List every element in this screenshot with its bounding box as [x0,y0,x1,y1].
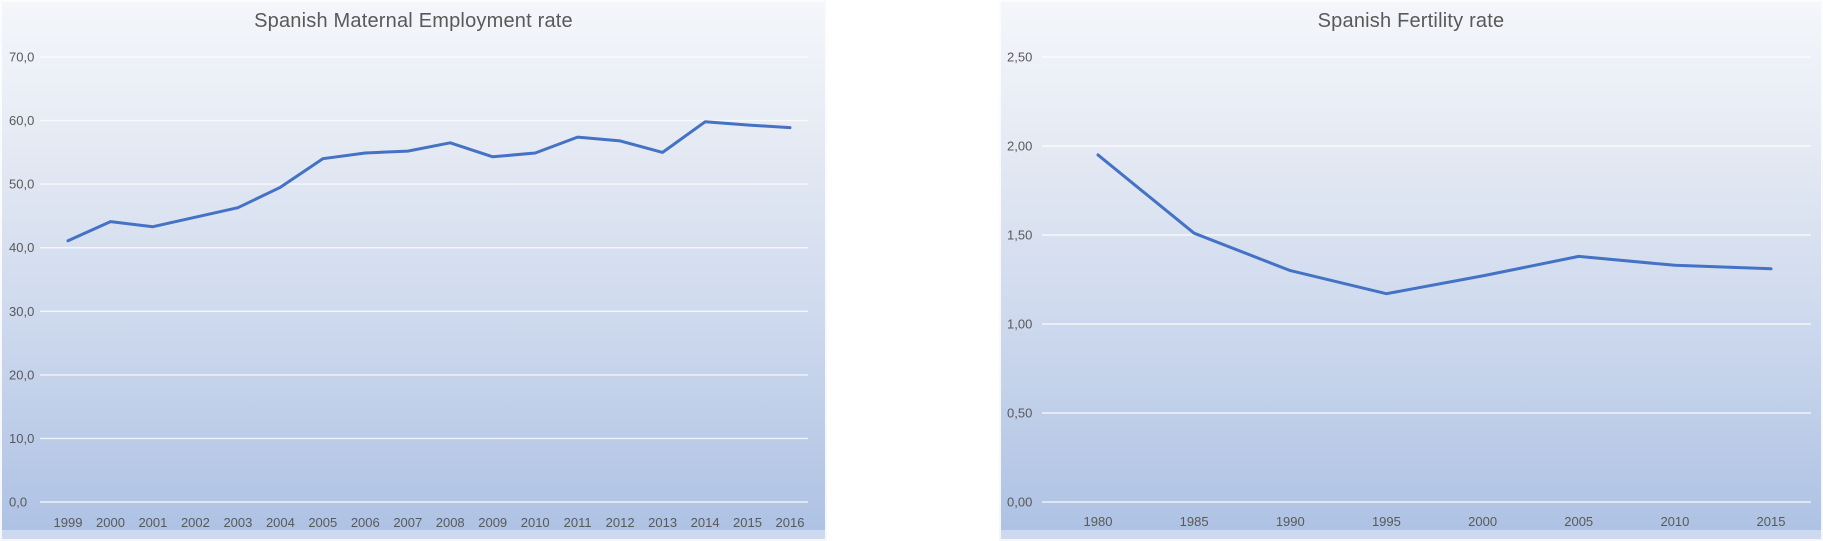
x-axis-tick-label: 1980 [1084,514,1113,529]
series-line [1096,153,1773,296]
x-axis-tick-label: 2007 [393,515,422,530]
chart-title: Spanish Maternal Employment rate [254,10,573,32]
y-axis-tick-label: 70,0 [9,50,34,65]
x-axis-tick-label: 2010 [1660,514,1689,529]
x-axis-tick-label: 2011 [564,515,592,530]
x-axis-tick-label: 2005 [1564,514,1593,529]
x-axis-tick-label: 2002 [181,515,210,530]
y-axis-tick-label: 30,0 [9,304,34,319]
fertility-rate-line-chart: 0,00 0,50 1,00 1,50 2,00 2,50 1980 1985 1990 1995… [1007,50,1811,529]
x-axis-tick-label: 2015 [1757,514,1786,529]
chart-panel-maternal-employment: Spanish Maternal Employment rate 0,0 10,0… [0,0,827,541]
y-axis-tick-label: 0,0 [9,495,27,510]
chart-area-bottom-strip [2,530,825,539]
chart-area-bottom-strip [1001,530,1821,539]
x-axis-tick-label: 1985 [1180,514,1209,529]
x-axis-tick-label: 2015 [733,515,762,530]
x-axis-tick-label: 2004 [266,515,295,530]
x-axis-tick-label: 2000 [1468,514,1497,529]
chart-panel-fertility-rate: Spanish Fertility rate 0,00 0,50 1,00 1,50 2… [999,0,1823,541]
x-axis-tick-label: 2001 [138,515,167,530]
x-axis-tick-label: 2013 [648,515,677,530]
y-axis-tick-label: 60,0 [9,113,34,128]
y-axis-tick-label: 1,00 [1007,317,1032,332]
x-axis-tick-label: 2014 [691,515,720,530]
maternal-employment-line-chart: 0,0 10,0 20,0 30,0 40,0 50,0 60,0 70,0 1999 2000 2… [9,50,808,530]
series-line [66,120,792,243]
x-axis-tick-label: 2016 [776,515,805,530]
x-axis-tick-label: 2005 [308,515,337,530]
y-axis-tick-label: 2,00 [1007,139,1032,154]
chart-title: Spanish Fertility rate [1317,10,1505,32]
x-axis-tick-label: 1995 [1372,514,1401,529]
y-axis-tick-label: 50,0 [9,177,34,192]
x-axis-tick-label: 2006 [351,515,380,530]
x-axis-tick-label: 2003 [223,515,252,530]
x-axis-tick-label: 1999 [54,515,83,530]
x-axis-tick-label: 2008 [436,515,465,530]
x-axis-tick-label: 2009 [478,515,507,530]
y-axis-tick-label: 1,50 [1007,228,1032,243]
x-axis-tick-label: 1990 [1276,514,1305,529]
x-axis-tick-label: 2012 [606,515,635,530]
y-axis-tick-label: 40,0 [9,240,34,255]
y-axis-tick-label: 0,00 [1007,495,1032,510]
y-axis-tick-label: 0,50 [1007,406,1032,421]
y-axis-tick-label: 2,50 [1007,50,1032,65]
y-axis-tick-label: 10,0 [9,431,34,446]
x-axis-tick-label: 2010 [521,515,550,530]
x-axis-tick-label: 2000 [96,515,125,530]
y-axis-tick-label: 20,0 [9,367,34,382]
